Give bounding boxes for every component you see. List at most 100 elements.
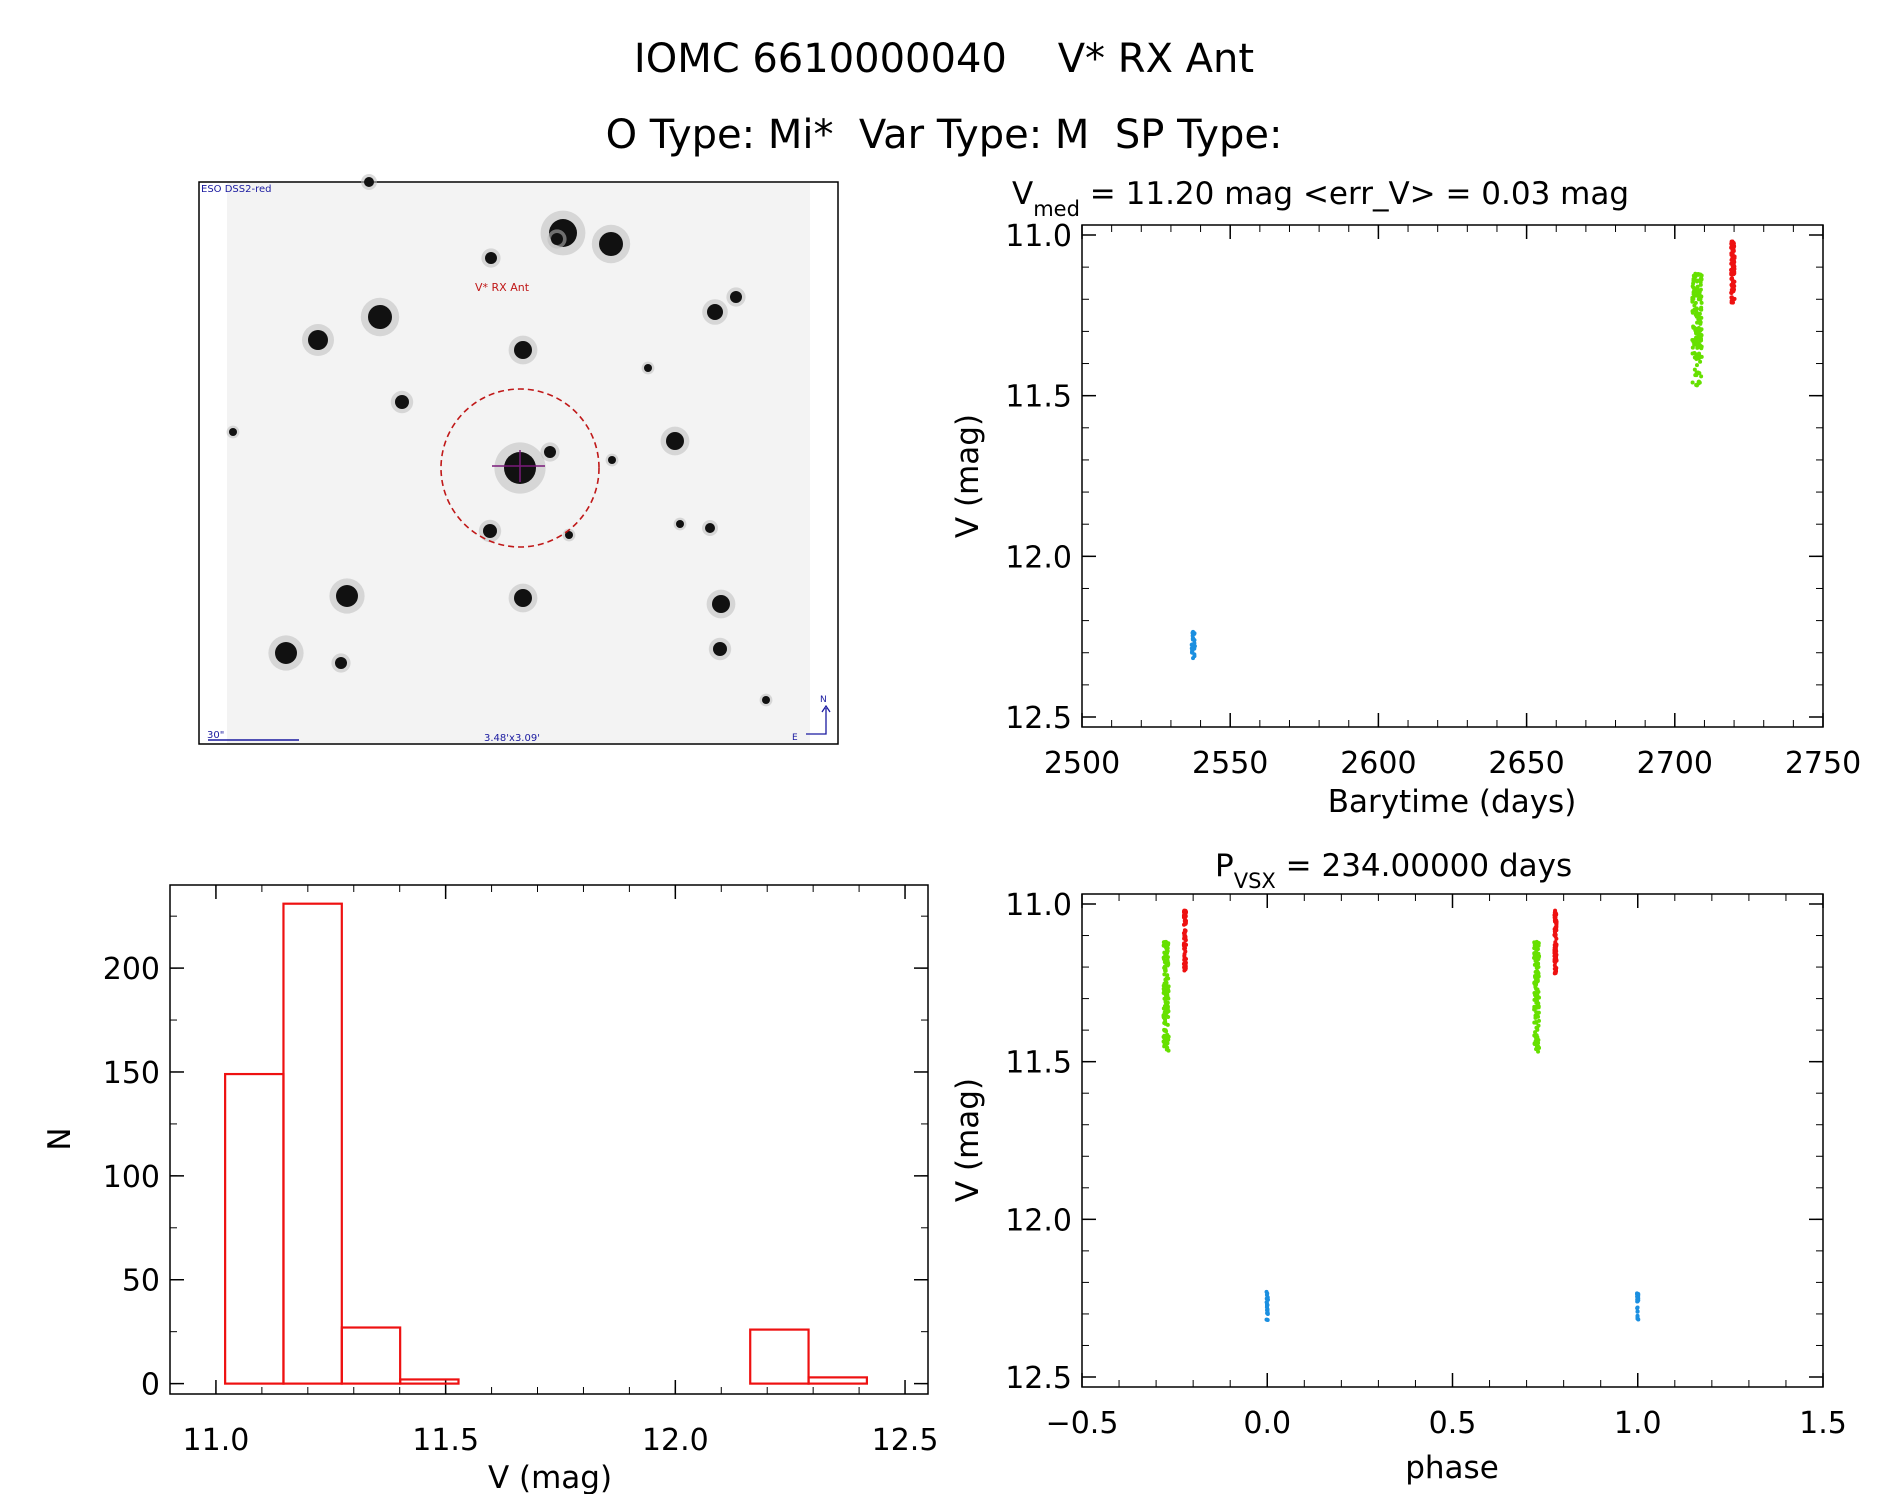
star bbox=[368, 305, 392, 329]
phased-point-green bbox=[1162, 1006, 1167, 1011]
phased-point-green bbox=[1163, 1043, 1168, 1048]
lightcurve-point-green bbox=[1697, 354, 1702, 359]
x-tick-label: 12.5 bbox=[872, 1423, 939, 1458]
y-tick-label: 12.5 bbox=[1005, 701, 1072, 736]
lightcurve-ticks: 2500 2550 2600 2650 2700 2750 11.0 11.5 12.0 12.5 bbox=[1005, 219, 1861, 781]
y-tick-label: 11.0 bbox=[1005, 219, 1072, 254]
phased-point-green bbox=[1164, 958, 1169, 963]
phased-point-red bbox=[1182, 931, 1187, 936]
lightcurve-point-green bbox=[1690, 380, 1695, 385]
phased-point-red bbox=[1554, 944, 1559, 949]
phased-point-red bbox=[1553, 970, 1558, 975]
lightcurve-point-red bbox=[1729, 267, 1734, 272]
lightcurve-point-green bbox=[1692, 293, 1697, 298]
lightcurve-ylabel: V (mag) bbox=[950, 414, 986, 538]
phased-point-green bbox=[1536, 989, 1541, 994]
phased-point-green bbox=[1534, 996, 1539, 1001]
lightcurve-point-red bbox=[1729, 282, 1734, 287]
phased-point-red bbox=[1554, 966, 1559, 971]
lightcurve-point-green bbox=[1694, 373, 1699, 378]
lightcurve-point-red bbox=[1729, 298, 1734, 303]
lightcurve-point-green bbox=[1690, 310, 1695, 315]
star bbox=[705, 523, 715, 533]
lightcurve-points bbox=[1189, 239, 1737, 661]
phased-point-green bbox=[1536, 957, 1541, 962]
phased-point-green bbox=[1536, 951, 1541, 956]
phased-point-green bbox=[1161, 940, 1166, 945]
x-tick-label: −0.5 bbox=[1046, 1406, 1119, 1441]
star bbox=[275, 642, 297, 664]
lightcurve-point-green bbox=[1699, 338, 1704, 343]
lightcurve-point-green bbox=[1691, 338, 1696, 343]
lightcurve-point-green bbox=[1698, 359, 1703, 364]
phased-frame bbox=[1081, 893, 1824, 1388]
y-tick-label: 0 bbox=[141, 1368, 160, 1403]
phased-point-blue bbox=[1635, 1309, 1640, 1314]
phased-point-green bbox=[1162, 990, 1167, 995]
lightcurve-point-blue bbox=[1190, 630, 1195, 635]
phased-point-green bbox=[1536, 1001, 1541, 1006]
phased-point-green bbox=[1162, 981, 1167, 986]
star-field bbox=[226, 174, 773, 707]
phased-ticks: −0.5 0.0 0.5 1.0 1.5 11.0 11.5 12.0 12.5 bbox=[1005, 888, 1847, 1441]
x-tick-label: 11.5 bbox=[412, 1423, 479, 1458]
y-tick-label: 200 bbox=[103, 952, 160, 987]
phased-point-green bbox=[1532, 943, 1537, 948]
lightcurve-point-green bbox=[1693, 354, 1698, 359]
y-tick-label: 100 bbox=[103, 1160, 160, 1195]
star bbox=[551, 233, 563, 245]
lightcurve-point-red bbox=[1730, 247, 1735, 252]
field-size-label: 3.48'x3.09' bbox=[484, 733, 540, 744]
phased-xlabel: phase bbox=[1405, 1450, 1499, 1486]
y-tick-label: 11.5 bbox=[1005, 380, 1072, 415]
lightcurve-point-green bbox=[1695, 327, 1700, 332]
phased-point-blue bbox=[1635, 1297, 1640, 1302]
lightcurve-point-red bbox=[1732, 287, 1737, 292]
lightcurve-point-green bbox=[1691, 278, 1696, 283]
phased-point-green bbox=[1166, 1015, 1171, 1020]
lightcurve-point-green bbox=[1699, 327, 1704, 332]
phased-point-blue bbox=[1265, 1311, 1270, 1316]
phased-point-green bbox=[1536, 1049, 1541, 1054]
lightcurve-point-blue bbox=[1191, 656, 1196, 661]
phased-point-green bbox=[1532, 1006, 1537, 1011]
compass-arrows bbox=[806, 704, 831, 735]
phased-point-red bbox=[1181, 915, 1186, 920]
star bbox=[308, 330, 328, 350]
lightcurve-point-green bbox=[1698, 272, 1703, 277]
y-tick-label: 12.0 bbox=[1005, 540, 1072, 575]
phased-point-green bbox=[1164, 975, 1169, 980]
lightcurve-title-main: V bbox=[1012, 176, 1033, 212]
compass-north: N bbox=[820, 695, 827, 705]
phased-point-red bbox=[1183, 921, 1188, 926]
star bbox=[599, 232, 623, 256]
figure-title: IOMC 6610000040 V* RX Ant bbox=[634, 36, 1254, 82]
lightcurve-point-green bbox=[1697, 290, 1702, 295]
lightcurve-point-green bbox=[1698, 293, 1703, 298]
lightcurve-point-green bbox=[1692, 288, 1697, 293]
phased-point-green bbox=[1535, 962, 1540, 967]
phased-title-rest: = 234.00000 days bbox=[1276, 848, 1572, 884]
phased-point-green bbox=[1163, 1021, 1168, 1026]
phased-point-red bbox=[1554, 956, 1559, 961]
histogram-plot: 11.0 11.5 12.0 12.5 0 50 100 150 200 V (mag) N bbox=[42, 884, 939, 1494]
lightcurve-point-green bbox=[1692, 303, 1697, 308]
x-tick-label: 12.0 bbox=[642, 1423, 709, 1458]
phased-point-green bbox=[1161, 943, 1166, 948]
lightcurve-point-green bbox=[1698, 297, 1703, 302]
lightcurve-point-blue bbox=[1190, 650, 1195, 655]
phased-title: PVSX = 234.00000 days bbox=[1215, 848, 1572, 893]
phased-point-red bbox=[1553, 911, 1558, 916]
phased-point-blue bbox=[1264, 1302, 1269, 1307]
survey-label: ESO DSS2-red bbox=[201, 184, 271, 195]
phased-point-green bbox=[1163, 951, 1168, 956]
star bbox=[565, 531, 573, 539]
lightcurve-point-red bbox=[1729, 295, 1734, 300]
lightcurve-point-green bbox=[1699, 374, 1704, 379]
phased-point-red bbox=[1183, 963, 1188, 968]
star bbox=[713, 642, 727, 656]
lightcurve-point-green bbox=[1691, 325, 1696, 330]
star bbox=[644, 364, 652, 372]
star bbox=[335, 657, 347, 669]
phased-point-green bbox=[1534, 965, 1539, 970]
